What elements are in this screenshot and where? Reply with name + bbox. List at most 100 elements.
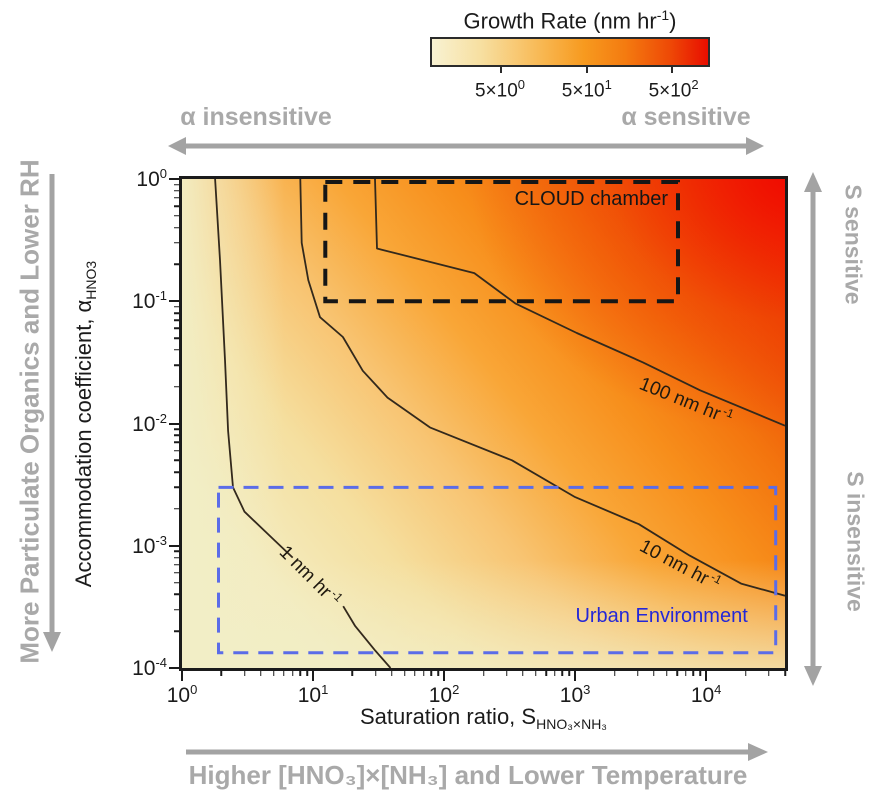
y-tick-minor: [174, 550, 179, 553]
s-insensitive-note: S insensitive: [842, 471, 869, 612]
x-tick-label: 100: [166, 682, 198, 707]
y-tick-minor: [174, 449, 179, 452]
colorbar-tick: [671, 65, 674, 74]
x-tick-minor: [391, 671, 393, 676]
colorbar-tick: [585, 65, 588, 74]
colorbar: Growth Rate (nm hr-1) 5×100 5×101 5×102: [430, 2, 710, 102]
x-tick-minor: [220, 671, 223, 676]
alpha-sensitive-note: α sensitive: [621, 103, 751, 131]
x-tick-minor: [374, 671, 377, 676]
x-tick-major: [705, 671, 708, 681]
y-tick-minor: [174, 183, 179, 186]
x-tick-minor: [437, 671, 439, 676]
colorbar-tick-label: 5×100: [474, 77, 526, 102]
x-tick-minor: [676, 671, 678, 676]
x-tick-minor: [403, 671, 406, 676]
y-tick-minor: [174, 327, 179, 330]
x-tick-minor: [260, 671, 262, 676]
s-sensitive-note: S sensitive: [840, 184, 867, 305]
contour-line-1: [342, 605, 392, 668]
x-tick-minor: [482, 671, 485, 676]
region-box-1: [217, 485, 778, 655]
temperature-arrow: [186, 743, 768, 761]
x-tick-minor: [522, 671, 524, 676]
x-axis-title: Saturation ratio, SHNO₃×NH₃: [359, 704, 608, 732]
x-tick-minor: [653, 671, 655, 676]
x-axis-ticks: 100 101 102 103 104: [167, 179, 786, 707]
y-tick-minor: [174, 471, 179, 473]
organics-rh-arrow: [43, 174, 61, 652]
y-tick-minor: [174, 263, 179, 266]
x-tick-major: [181, 671, 183, 681]
x-tick-minor: [568, 671, 570, 676]
x-tick-minor: [685, 671, 687, 676]
x-tick-label: 101: [297, 682, 329, 707]
y-tick-minor: [174, 593, 179, 596]
x-tick-label: 104: [690, 682, 722, 707]
x-tick-label: 102: [428, 682, 460, 707]
x-tick-minor: [534, 671, 537, 676]
y-tick-major: [169, 667, 179, 669]
y-tick-minor: [174, 486, 179, 489]
x-tick-label: 103: [559, 682, 591, 707]
y-tick-minor: [174, 190, 179, 192]
plot-area: 1 nm hr-1 10 nm hr-1 100 nm hr-1 CLOUD cham…: [132, 166, 788, 707]
x-tick-major: [312, 671, 315, 681]
region-label-1: Urban Environment: [575, 604, 748, 627]
y-tick-minor: [174, 312, 179, 314]
y-tick-label: 10-2: [132, 410, 167, 436]
x-tick-minor: [299, 671, 302, 676]
y-tick-minor: [174, 215, 179, 217]
y-tick-minor: [174, 306, 179, 308]
y-tick-minor: [174, 508, 179, 510]
growth-rate-heatmap: [182, 179, 785, 668]
plot-labels: 1 nm hr-1 10 nm hr-1 100 nm hr-1 CLOUD cham…: [182, 179, 785, 668]
y-tick-minor: [174, 428, 179, 430]
y-tick-minor: [174, 226, 179, 229]
x-tick-minor: [430, 671, 433, 676]
x-tick-minor: [699, 671, 701, 676]
x-tick-minor: [692, 671, 695, 676]
y-tick-major: [169, 300, 179, 303]
y-tick-major: [169, 422, 179, 425]
y-tick-minor: [174, 630, 179, 632]
y-tick-minor: [174, 319, 179, 321]
x-tick-minor: [291, 671, 294, 676]
s-sensitivity-arrow: [804, 172, 822, 686]
region-label-0: CLOUD chamber: [514, 188, 668, 210]
colorbar-tick: [500, 65, 502, 74]
y-tick-minor: [174, 581, 179, 584]
y-tick-minor: [174, 563, 179, 566]
y-tick-minor: [174, 608, 179, 611]
contour-overlay: [214, 179, 785, 668]
alpha-sensitivity-arrow: [168, 137, 764, 155]
x-tick-minor: [784, 671, 786, 676]
colorbar-title: Growth Rate (nm hr-1): [463, 7, 677, 34]
colorbar-tick-labels: 5×100 5×101 5×102: [430, 77, 710, 101]
y-tick-label: 100: [136, 166, 167, 191]
organics-rh-note: More Particulate Organics and Lower RH: [14, 159, 45, 664]
x-tick-minor: [505, 671, 508, 676]
x-tick-minor: [767, 671, 770, 676]
y-tick-major: [169, 544, 179, 547]
x-tick-minor: [744, 671, 747, 676]
region-box-0: [323, 180, 681, 304]
y-tick-minor: [174, 434, 179, 437]
y-tick-label: 10-1: [132, 288, 167, 314]
y-tick-minor: [174, 572, 179, 574]
alpha-insensitive-note: α insensitive: [180, 103, 332, 131]
y-tick-minor: [174, 205, 179, 207]
x-tick-minor: [636, 671, 639, 676]
x-tick-minor: [423, 671, 425, 676]
y-tick-minor: [174, 556, 179, 559]
x-tick-minor: [554, 671, 556, 676]
x-tick-minor: [283, 671, 285, 676]
x-tick-minor: [613, 671, 616, 676]
y-tick-minor: [174, 337, 179, 339]
contour-line-10: [299, 179, 785, 597]
y-tick-label: 10-3: [132, 532, 167, 558]
y-tick-label: 10-4: [132, 655, 167, 680]
x-tick-minor: [561, 671, 564, 676]
y-tick-minor: [174, 364, 179, 366]
